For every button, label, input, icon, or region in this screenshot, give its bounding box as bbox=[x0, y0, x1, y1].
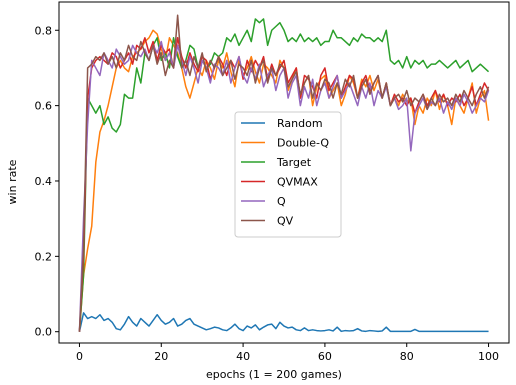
series-line-random bbox=[78, 312, 489, 333]
x-tick-label: 60 bbox=[318, 350, 332, 363]
plot-frame bbox=[58, 1, 510, 344]
plot-lines bbox=[78, 14, 490, 333]
y-axis-label: win rate bbox=[6, 159, 19, 204]
legend-label-random: Random bbox=[277, 117, 323, 130]
y-tick-label: 0.0 bbox=[35, 326, 53, 339]
x-tick-label: 40 bbox=[236, 350, 250, 363]
x-tick-label: 80 bbox=[400, 350, 414, 363]
series-line-qv bbox=[78, 14, 490, 332]
y-tick-label: 0.8 bbox=[35, 24, 53, 37]
x-axis-label: epochs (1 = 200 games) bbox=[206, 368, 342, 381]
x-tick-label: 0 bbox=[76, 350, 83, 363]
legend-label-qv: QV bbox=[277, 215, 294, 228]
y-tick-label: 0.2 bbox=[35, 250, 53, 263]
x-tick-label: 20 bbox=[154, 350, 168, 363]
legend-label-qvmax: QVMAX bbox=[277, 176, 318, 189]
x-tick-label: 100 bbox=[478, 350, 499, 363]
legend-label-double-q: Double-Q bbox=[277, 137, 329, 150]
x-axis-ticks: 0 20 40 60 80 100 bbox=[76, 343, 499, 363]
y-axis-ticks: 0.0 0.2 0.4 0.6 0.8 bbox=[35, 24, 59, 339]
y-tick-label: 0.6 bbox=[35, 100, 53, 113]
y-tick-label: 0.4 bbox=[35, 175, 53, 188]
legend-label-target: Target bbox=[276, 156, 312, 169]
legend: Random Double-Q Target QVMAX Q QV bbox=[234, 111, 342, 238]
legend-label-q: Q bbox=[277, 195, 286, 208]
